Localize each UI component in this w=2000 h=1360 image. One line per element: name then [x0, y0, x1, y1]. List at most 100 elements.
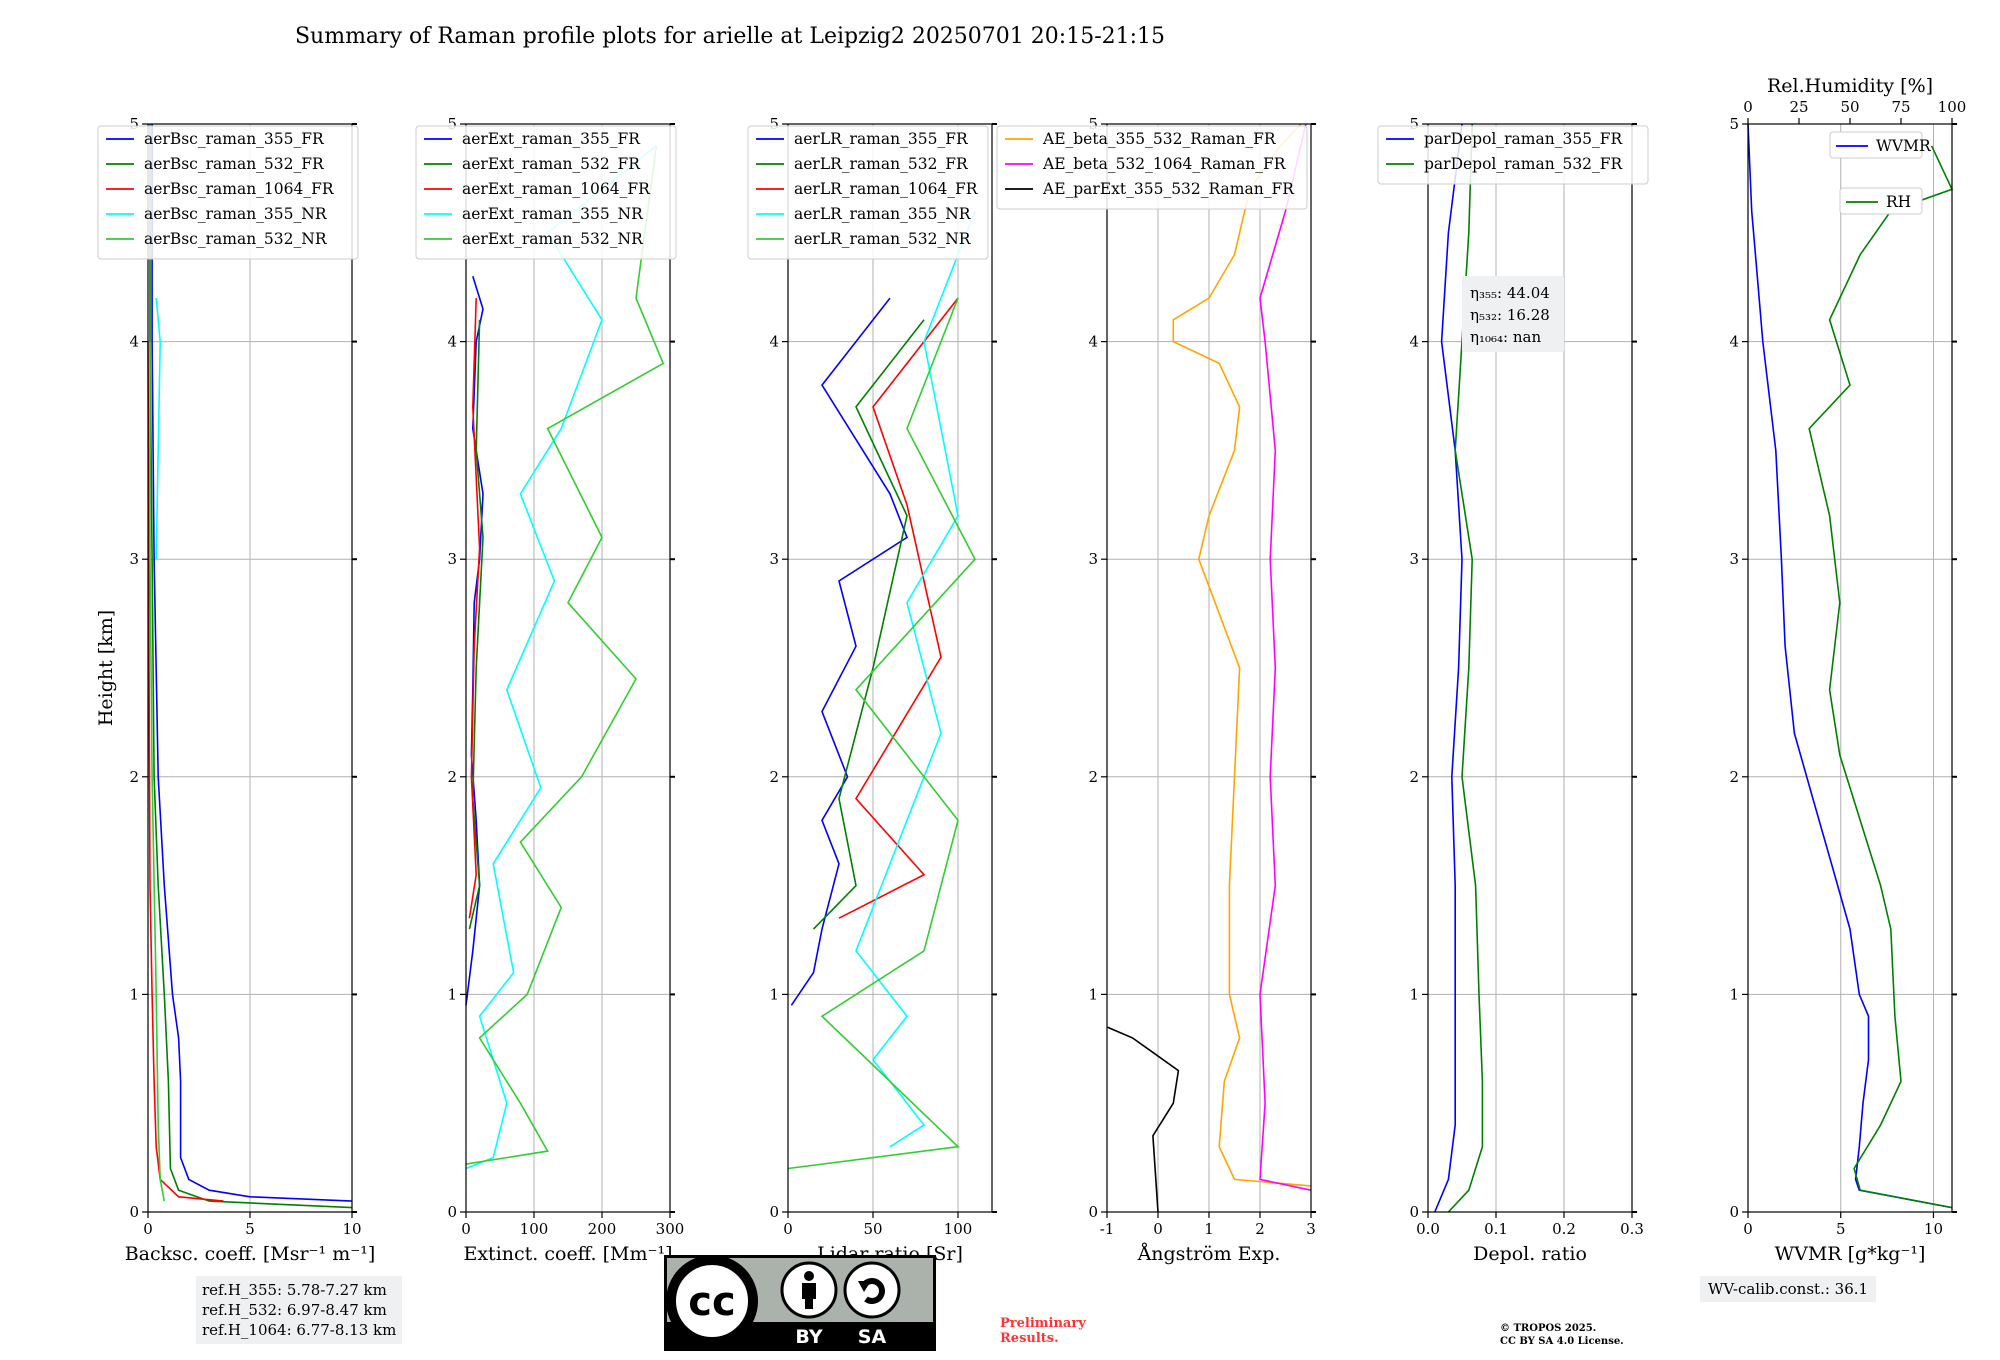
- eta-value: η₃₅₅: 44.04: [1470, 284, 1550, 302]
- top-axis-label: Rel.Humidity [%]: [1767, 75, 1933, 97]
- eta-box: η₃₅₅: 44.04 η₅₃₂: 16.28 η₁₀₆₄: nan: [1462, 276, 1564, 352]
- y-tick-label: 4: [447, 333, 457, 351]
- x-axis-label: WVMR [g*kg⁻¹]: [1775, 1243, 1926, 1265]
- panel-1: 0 5 10 0 1 2 3 4 5 Backsc. coeff. [Msr⁻¹ m⁻¹] Heig…: [95, 115, 375, 1265]
- y-tick-label: 1: [1729, 985, 1739, 1003]
- legend-box: [415, 125, 677, 260]
- legend: aerBsc_raman_355_FR aerBsc_raman_532_FRae…: [97, 125, 359, 260]
- series-line-5: [787, 297, 976, 1170]
- top-tick-label: 50: [1840, 98, 1859, 116]
- x-tick-label: 100: [944, 1220, 973, 1238]
- legend-label: parDepol_raman_355_FR: [1424, 130, 1624, 148]
- legend: parDepol_raman_355_FR parDepol_raman_532_…: [1377, 125, 1649, 185]
- y-tick-label: 5: [1409, 115, 1419, 133]
- legend-label: aerBsc_raman_532_FR: [144, 155, 325, 173]
- x-tick-label: 0: [1743, 1220, 1753, 1238]
- legend-rh: RH: [1839, 187, 1923, 215]
- y-tick-label: 1: [447, 985, 457, 1003]
- legend-label: AE_parExt_355_532_Raman_FR: [1042, 180, 1295, 198]
- x-tick-label: 5: [1836, 1220, 1846, 1238]
- x-tick-label: 10: [342, 1220, 361, 1238]
- y-tick-label: 4: [129, 333, 139, 351]
- y-tick-label: 4: [1729, 333, 1739, 351]
- x-tick-label: 5: [245, 1220, 255, 1238]
- eta-value: η₁₀₆₄: nan: [1470, 328, 1541, 346]
- series-line-2: [812, 319, 925, 930]
- y-tick-label: 5: [129, 115, 139, 133]
- eta-value: η₅₃₂: 16.28: [1470, 306, 1550, 324]
- y-tick-label: 0: [769, 1203, 779, 1221]
- legend-label: aerLR_raman_532_NR: [794, 230, 972, 248]
- y-tick-label: 2: [1729, 768, 1739, 786]
- y-tick-label: 3: [129, 550, 139, 568]
- series-line-3: [838, 297, 959, 919]
- axes-frame: [1106, 123, 1312, 1213]
- legend: aerLR_raman_355_FR aerLR_raman_532_FR aerL…: [747, 125, 989, 260]
- legend-label: aerLR_raman_532_FR: [794, 155, 969, 173]
- y-tick-label: 1: [1088, 985, 1098, 1003]
- y-axis-label: Height [km]: [95, 610, 117, 726]
- x-axis-label: Ångström Exp.: [1137, 1243, 1281, 1265]
- legend-box: [1839, 187, 1923, 215]
- x-axis-label: Extinct. coeff. [Mm⁻¹]: [463, 1243, 672, 1265]
- y-tick-label: 1: [769, 985, 779, 1003]
- x-axis-label: Backsc. coeff. [Msr⁻¹ m⁻¹]: [125, 1243, 376, 1265]
- cc-text: cc: [688, 1279, 735, 1325]
- x-tick-label: 0: [783, 1220, 793, 1238]
- legend-box: [747, 125, 989, 260]
- series-line-1: [1747, 123, 1953, 1209]
- x-tick-label: 0.0: [1416, 1220, 1440, 1238]
- y-tick-label: 0: [1409, 1203, 1419, 1221]
- preliminary-note: Preliminary Results.: [1000, 1316, 1086, 1346]
- y-tick-label: 5: [1088, 115, 1098, 133]
- panel-2: 0 100 200 300 0 1 2 3 4 5 Extinct. coeff. [Mm⁻¹] ae…: [415, 115, 685, 1265]
- y-tick-label: 0: [447, 1203, 457, 1221]
- preliminary-line-1: Preliminary: [1000, 1316, 1086, 1331]
- x-tick-label: 10: [1924, 1220, 1943, 1238]
- copyright-line-2: CC BY SA 4.0 License.: [1500, 1336, 1624, 1347]
- series-line-3: [468, 298, 481, 919]
- ref-height-355: ref.H_355: 5.78-7.27 km: [202, 1281, 387, 1299]
- y-tick-label: 2: [769, 768, 779, 786]
- legend-label: aerBsc_raman_532_NR: [144, 230, 328, 248]
- legend-label: aerExt_raman_532_FR: [462, 155, 641, 173]
- series-line-5: [149, 341, 166, 1202]
- x-tick-label: 300: [656, 1220, 685, 1238]
- x-tick-label: 200: [588, 1220, 617, 1238]
- legend-label: aerExt_raman_1064_FR: [462, 180, 651, 198]
- axes-frame: [465, 123, 671, 1213]
- top-tick-label: 25: [1789, 98, 1808, 116]
- legend-box: [1377, 125, 1649, 185]
- x-tick-label: 0.2: [1552, 1220, 1576, 1238]
- by-person-icon: [780, 1261, 838, 1319]
- reference-height-box: ref.H_355: 5.78-7.27 km ref.H_532: 6.97-…: [196, 1276, 403, 1344]
- y-tick-label: 3: [447, 550, 457, 568]
- top-tick-label: 75: [1891, 98, 1910, 116]
- wv-calib-box: WV-calib.const.: 36.1: [1700, 1276, 1877, 1302]
- figure-title: Summary of Raman profile plots for ariel…: [295, 24, 1165, 49]
- series-line-2: [149, 124, 353, 1209]
- legend-label: aerLR_raman_1064_FR: [794, 180, 979, 198]
- axes-frame: [147, 123, 353, 1213]
- x-tick-label: 100: [520, 1220, 549, 1238]
- y-tick-label: 4: [769, 333, 779, 351]
- legend: aerExt_raman_355_FR aerExt_raman_532_FRae…: [415, 125, 677, 260]
- ref-height-532: ref.H_532: 6.97-8.47 km: [202, 1301, 387, 1319]
- x-tick-label: 0: [1153, 1220, 1163, 1238]
- panel-5: 0.0 0.1 0.2 0.3 0 1 2 3 4 5 Depol. ratio parDepol_r…: [1377, 115, 1649, 1265]
- eta-box-bg: [1462, 276, 1564, 352]
- y-tick-label: 3: [1729, 550, 1739, 568]
- legend-label: aerLR_raman_355_FR: [794, 130, 969, 148]
- series-line-1: [151, 124, 353, 1202]
- series-line-3: [147, 341, 224, 1202]
- legend-wvmr: WVMR: [1829, 131, 1932, 159]
- y-tick-label: 3: [769, 550, 779, 568]
- x-tick-label: 0.3: [1620, 1220, 1644, 1238]
- x-tick-label: 1: [1204, 1220, 1214, 1238]
- y-tick-label: 0: [1729, 1203, 1739, 1221]
- series-line-1: [1172, 123, 1312, 1187]
- y-tick-label: 2: [129, 768, 139, 786]
